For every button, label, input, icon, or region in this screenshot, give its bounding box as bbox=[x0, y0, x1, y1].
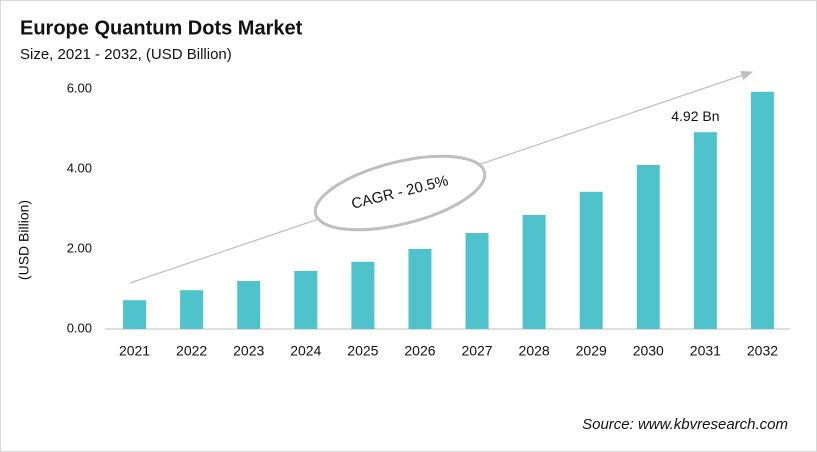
source: Source: www.kbvresearch.com bbox=[582, 416, 788, 433]
bar bbox=[351, 261, 375, 329]
x-tick-label: 2027 bbox=[461, 343, 492, 359]
x-tick-label: 2021 bbox=[119, 343, 150, 359]
x-tick-label: 2024 bbox=[290, 343, 321, 359]
x-tick-label: 2022 bbox=[176, 343, 207, 359]
chart-subtitle: Size, 2021 - 2032, (USD Billion) bbox=[20, 46, 232, 63]
y-tick-label: 6.00 bbox=[67, 80, 92, 95]
x-tick-label: 2029 bbox=[576, 343, 607, 359]
x-tick-label: 2028 bbox=[519, 343, 550, 359]
bar bbox=[636, 165, 660, 329]
bar bbox=[123, 300, 147, 329]
bar bbox=[750, 91, 774, 329]
chart-title: Europe Quantum Dots Market bbox=[20, 17, 303, 39]
cagr-ellipse bbox=[313, 154, 487, 232]
x-tick-label: 2032 bbox=[747, 343, 778, 359]
bar bbox=[180, 290, 204, 329]
bar bbox=[237, 281, 261, 329]
y-tick-label: 2.00 bbox=[67, 240, 92, 255]
bar bbox=[579, 191, 603, 329]
y-tick-label: 4.00 bbox=[67, 160, 92, 175]
x-tick-label: 2026 bbox=[404, 343, 435, 359]
bar bbox=[522, 215, 546, 329]
bar bbox=[408, 249, 432, 329]
x-tick-label: 2031 bbox=[690, 343, 721, 359]
y-axis-label: (USD Billion) bbox=[16, 200, 32, 280]
data-label: 4.92 Bn bbox=[671, 108, 719, 124]
bar bbox=[294, 271, 318, 329]
bar bbox=[465, 233, 489, 329]
x-tick-label: 2023 bbox=[233, 343, 264, 359]
bar bbox=[693, 132, 717, 329]
x-tick-label: 2030 bbox=[633, 343, 664, 359]
y-tick-label: 0.00 bbox=[67, 320, 92, 335]
x-tick-label: 2025 bbox=[347, 343, 378, 359]
